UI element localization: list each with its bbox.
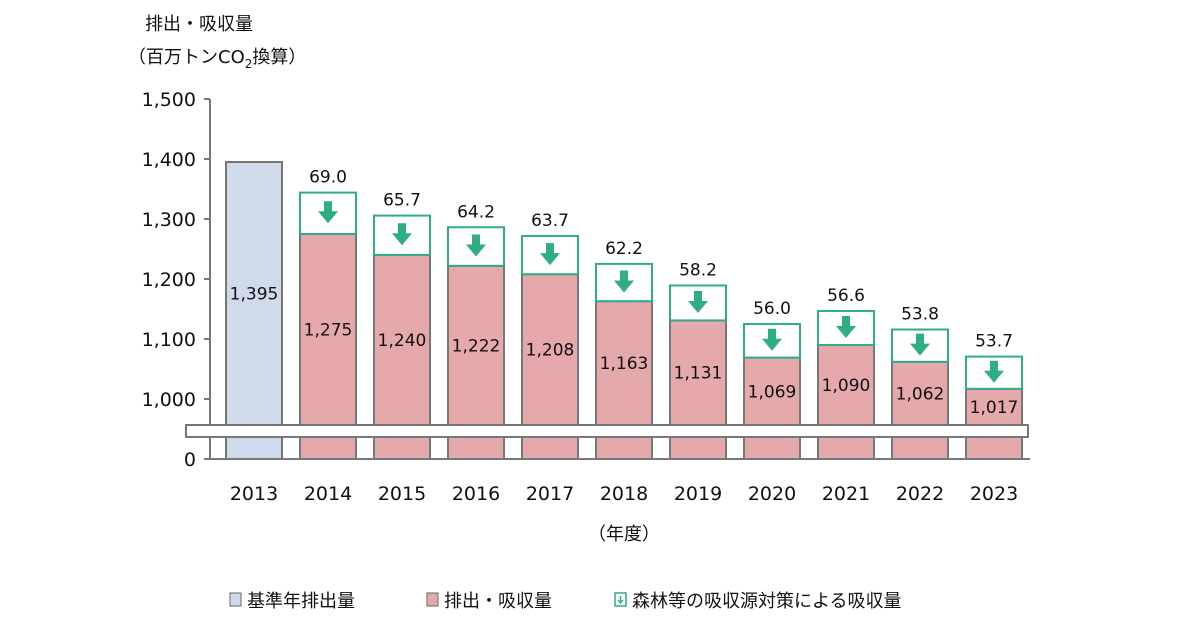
bar-value-label: 1,131 (674, 364, 723, 384)
x-tick-label: 2019 (674, 483, 722, 505)
bar-value-label: 1,062 (896, 384, 945, 404)
bar-value-label: 1,163 (600, 354, 649, 374)
legend-swatch-emissions (426, 592, 439, 607)
y-tick-label: 1,200 (142, 269, 196, 291)
x-tick-label: 2016 (452, 483, 500, 505)
forest-value-label: 65.7 (383, 191, 421, 211)
forest-value-label: 62.2 (605, 239, 643, 259)
forest-value-label: 69.0 (309, 168, 347, 188)
bar-2019 (669, 319, 727, 460)
bar-2021 (817, 344, 875, 460)
bar-value-label: 1,275 (304, 321, 353, 341)
x-axis-title: （年度） (588, 524, 660, 545)
y-axis-title-line1: 排出・吸収量 (145, 14, 253, 35)
bar-value-label: 1,069 (748, 382, 797, 402)
forest-value-label: 53.7 (975, 332, 1013, 352)
x-tick-label: 2018 (600, 483, 648, 505)
bar-2023 (965, 387, 1023, 460)
x-tick-label: 2022 (896, 483, 944, 505)
legend-label-emissions: 排出・吸収量 (444, 591, 552, 612)
x-tick-label: 2014 (304, 483, 352, 505)
y-tick-label: 1,400 (142, 149, 196, 171)
x-tick-label: 2023 (970, 483, 1018, 505)
bar-2013 (225, 161, 283, 460)
down-arrow-icon (318, 201, 338, 224)
down-arrow-icon (392, 223, 412, 246)
y-tick-label: 0 (184, 449, 196, 471)
legend: 基準年排出量 排出・吸収量 森林等の吸収源対策による吸収量 (229, 591, 901, 612)
legend-label-base-year: 基準年排出量 (247, 591, 355, 612)
x-tick-label: 2015 (378, 483, 426, 505)
forest-value-label: 58.2 (679, 260, 717, 280)
legend-label-forest: 森林等の吸収源対策による吸収量 (632, 591, 901, 612)
legend-swatch-base-year (229, 592, 242, 607)
bar-value-label: 1,017 (970, 398, 1019, 418)
bar-2020 (743, 356, 801, 461)
down-arrow-icon (836, 316, 856, 339)
bar-value-label: 1,395 (230, 285, 279, 305)
bar-value-label: 1,240 (378, 331, 427, 351)
forest-value-label: 64.2 (457, 202, 495, 222)
down-arrow-icon (910, 333, 930, 356)
forest-value-label: 56.0 (753, 299, 791, 319)
x-tick-label: 2013 (230, 483, 278, 505)
x-tick-label: 2020 (748, 483, 796, 505)
y-tick-label: 1,300 (142, 209, 196, 231)
y-tick-label: 1,000 (142, 389, 196, 411)
bar-value-label: 1,090 (822, 376, 871, 396)
forest-value-label: 56.6 (827, 286, 865, 306)
forest-value-label: 63.7 (531, 211, 569, 231)
y-tick-label: 1,100 (142, 329, 196, 351)
x-tick-label: 2017 (526, 483, 574, 505)
down-arrow-icon (688, 290, 708, 313)
down-arrow-icon (614, 270, 634, 293)
bar-value-label: 1,208 (526, 341, 575, 361)
down-arrow-icon (540, 243, 560, 266)
y-tick-label: 1,500 (142, 89, 196, 111)
down-arrow-icon (466, 234, 486, 257)
down-arrow-icon (984, 360, 1004, 383)
x-tick-label: 2021 (822, 483, 870, 505)
bar-value-label: 1,222 (452, 336, 501, 356)
bar-2022 (891, 360, 949, 460)
axis-break (185, 424, 1029, 438)
y-axis-title-line2: （百万トンCO2換算） (128, 47, 306, 71)
legend-arrow-icon (617, 596, 624, 605)
down-arrow-icon (762, 328, 782, 351)
forest-value-label: 53.8 (901, 305, 939, 325)
